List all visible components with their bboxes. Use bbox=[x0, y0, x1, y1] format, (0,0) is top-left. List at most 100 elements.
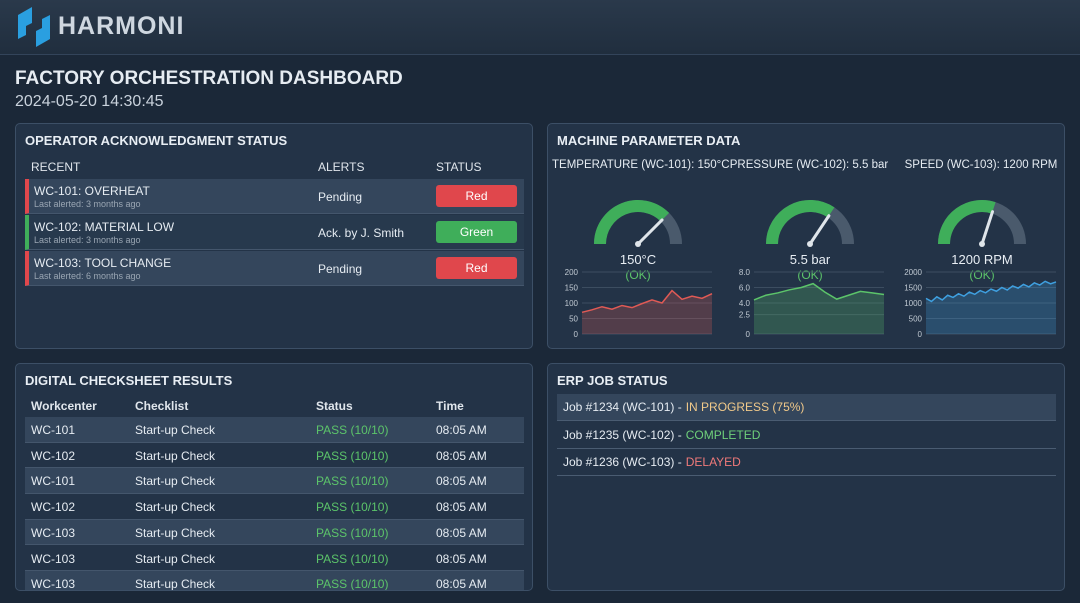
job-status: COMPLETED bbox=[685, 427, 761, 442]
cell: Start-up Check bbox=[135, 525, 216, 540]
gauge-value: 5.5 bar bbox=[790, 252, 831, 267]
cell: Start-up Check bbox=[135, 474, 216, 489]
y-tick-label: 2000 bbox=[904, 268, 922, 277]
erp-panel: ERP JOB STATUS Job #1234 (WC-101) - IN PR… bbox=[547, 363, 1065, 591]
logo bbox=[18, 7, 50, 47]
ack-panel: OPERATOR ACKNOWLEDGMENT STATUS RECENT ALE… bbox=[15, 123, 533, 349]
cell: PASS (10/10) bbox=[316, 551, 389, 566]
column-header: Checklist bbox=[135, 399, 189, 413]
job-name: Job #1234 (WC-101) - bbox=[563, 400, 682, 414]
gauge-label: TEMPERATURE (WC-101): 150°C bbox=[552, 159, 730, 171]
y-tick-label: 0 bbox=[746, 330, 751, 339]
alert-time: Last alerted: 3 months ago bbox=[34, 235, 141, 245]
y-tick-label: 8.0 bbox=[739, 268, 751, 277]
cell: WC-103 bbox=[31, 551, 76, 566]
column-header: RECENT bbox=[31, 160, 81, 174]
y-tick-label: 6.0 bbox=[739, 284, 751, 293]
job-status: IN PROGRESS (75%) bbox=[685, 400, 805, 414]
y-tick-label: 150 bbox=[565, 284, 579, 293]
gauge-needle bbox=[980, 210, 995, 246]
y-tick-label: 0 bbox=[918, 330, 923, 339]
check-row: WC-103 Start-up Check PASS (10/10) 08:05 AM bbox=[25, 519, 524, 546]
alert-state: Ack. by J. Smith bbox=[318, 226, 405, 240]
cell: WC-101 bbox=[31, 423, 76, 437]
page-title: FACTORY ORCHESTRATION DASHBOARD bbox=[15, 68, 403, 89]
check-row: WC-101 Start-up Check PASS (10/10) 08:05 AM bbox=[25, 417, 524, 443]
alert-name: WC-102: MATERIAL LOW bbox=[34, 220, 175, 234]
alert-state: Pending bbox=[318, 190, 363, 204]
column-header: Workcenter bbox=[31, 399, 97, 413]
y-tick-label: 100 bbox=[565, 299, 579, 308]
cell: PASS (10/10) bbox=[316, 525, 389, 540]
cell: WC-102 bbox=[31, 500, 76, 515]
check-row: WC-102 Start-up Check PASS (10/10) 08:05 AM bbox=[25, 443, 524, 469]
gauge-chart: 150°C(OK) 0 50 100 150 200 bbox=[565, 200, 713, 339]
column-header: Time bbox=[436, 399, 464, 413]
brand: HARMONI bbox=[58, 12, 185, 40]
cell: PASS (10/10) bbox=[316, 423, 389, 437]
cell: 08:05 AM bbox=[436, 448, 487, 463]
column-header: STATUS bbox=[436, 160, 482, 174]
cell: PASS (10/10) bbox=[316, 500, 389, 515]
panel-title: ERP JOB STATUS bbox=[557, 373, 668, 388]
panel-title: MACHINE PARAMETER DATA bbox=[557, 133, 741, 148]
line bbox=[925, 280, 1057, 303]
gauge-state: (OK) bbox=[797, 268, 822, 282]
y-tick-label: 500 bbox=[909, 315, 923, 324]
gauge-fill bbox=[938, 200, 996, 245]
gauge-hub bbox=[807, 241, 813, 247]
alert-time: Last alerted: 6 months ago bbox=[34, 271, 141, 281]
gauge-fill bbox=[594, 200, 670, 245]
gauge-fill bbox=[766, 200, 835, 245]
alert-name: WC-103: TOOL CHANGE bbox=[34, 256, 172, 270]
gauge-needle bbox=[808, 214, 831, 246]
cell: Start-up Check bbox=[135, 500, 216, 515]
y-tick-label: 1500 bbox=[904, 284, 922, 293]
cell: Start-up Check bbox=[135, 577, 216, 591]
status-badge: Red bbox=[436, 257, 517, 279]
gauge-state: (OK) bbox=[625, 268, 650, 282]
cell: WC-101 bbox=[31, 474, 76, 489]
job-name: Job #1235 (WC-102) - bbox=[563, 427, 682, 442]
job-row: Job #1235 (WC-102) - COMPLETED bbox=[557, 422, 1056, 449]
column-header: Status bbox=[316, 399, 353, 413]
checksheet-panel: DIGITAL CHECKSHEET RESULTS Workcenter Che… bbox=[15, 363, 533, 591]
top-bar: HARMONI bbox=[0, 0, 1080, 55]
panel-title: OPERATOR ACKNOWLEDGMENT STATUS bbox=[25, 133, 288, 148]
cell: WC-103 bbox=[31, 577, 76, 591]
line bbox=[753, 282, 885, 301]
status-badge: Green bbox=[436, 221, 517, 243]
job-status: DELAYED bbox=[685, 455, 741, 469]
gauge-label: PRESSURE (WC-102): 5.5 bar bbox=[729, 159, 889, 171]
check-row: WC-101 Start-up Check PASS (10/10) 08:05 AM bbox=[25, 468, 524, 495]
alert-time: Last alerted: 3 months ago bbox=[34, 199, 141, 209]
gauge-value: 150°C bbox=[620, 252, 656, 267]
alert-name: WC-101: OVERHEAT bbox=[34, 184, 150, 198]
area bbox=[582, 290, 712, 334]
y-tick-label: 4.0 bbox=[739, 299, 751, 308]
job-row: Job #1234 (WC-101) - IN PROGRESS (75%) bbox=[557, 394, 1056, 421]
gauge-state: (OK) bbox=[969, 268, 994, 282]
gauge-chart: 5.5 bar(OK) 0 2.5 4.0 6.0 8.0 bbox=[739, 200, 885, 339]
machine-panel: MACHINE PARAMETER DATA TEMPERATURE (WC-1… bbox=[547, 123, 1065, 349]
cell: PASS (10/10) bbox=[316, 577, 389, 591]
gauge-label: SPEED (WC-103): 1200 RPM bbox=[904, 159, 1058, 171]
gauge-chart: 1200 RPM(OK) 0 500 1000 1500 2000 bbox=[904, 200, 1057, 339]
cell: PASS (10/10) bbox=[316, 474, 389, 489]
cell: Start-up Check bbox=[135, 551, 216, 566]
column-header: ALERTS bbox=[318, 160, 365, 174]
check-row: WC-103 Start-up Check PASS (10/10) 08:05 AM bbox=[25, 546, 524, 572]
timestamp: 2024-05-20 14:30:45 bbox=[15, 93, 164, 110]
cell: WC-102 bbox=[31, 448, 76, 463]
alert-row: WC-101: OVERHEAT Last alerted: 3 months a… bbox=[25, 179, 524, 214]
check-row: WC-102 Start-up Check PASS (10/10) 08:05 AM bbox=[25, 494, 524, 520]
gauge-needle bbox=[636, 218, 664, 246]
alert-state: Pending bbox=[318, 262, 363, 276]
cell: Start-up Check bbox=[135, 423, 216, 437]
cell: 08:05 AM bbox=[436, 577, 487, 591]
cell: PASS (10/10) bbox=[316, 448, 389, 463]
y-tick-label: 1000 bbox=[904, 299, 922, 308]
y-tick-label: 2.5 bbox=[739, 311, 751, 320]
job-name: Job #1236 (WC-103) - bbox=[563, 455, 682, 469]
